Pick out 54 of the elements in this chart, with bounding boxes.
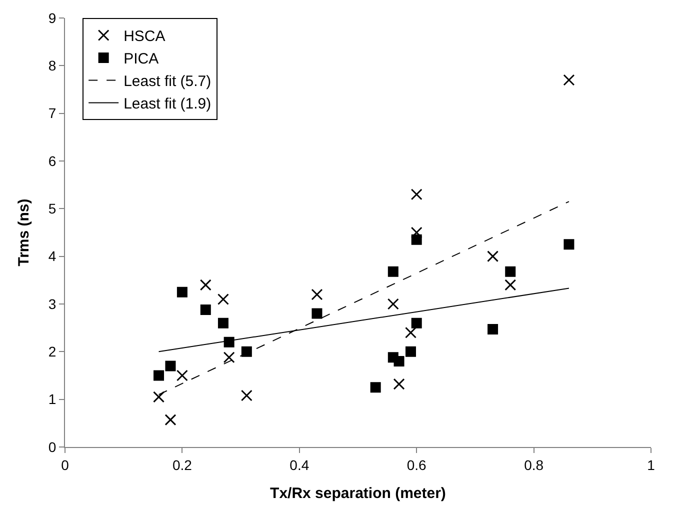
x-tick-label: 0.6 — [406, 456, 427, 473]
point — [504, 279, 516, 291]
point — [564, 239, 574, 250]
y-tick-label: 4 — [48, 248, 56, 264]
y-tick-label: 3 — [48, 296, 56, 312]
point — [488, 324, 498, 335]
point — [217, 293, 229, 305]
point — [224, 336, 234, 348]
point — [411, 234, 422, 245]
point — [410, 188, 422, 200]
point — [411, 318, 422, 328]
y-tick-label: 6 — [48, 152, 56, 169]
y-axis-title: Trms (ns) — [16, 198, 33, 266]
point — [200, 304, 211, 315]
y-tick-label: 2 — [48, 344, 56, 360]
x-tick-label: 0 — [61, 456, 70, 473]
point — [241, 346, 252, 357]
point — [312, 308, 322, 319]
y-tick-label: 8 — [48, 58, 56, 74]
point — [387, 298, 399, 310]
point — [176, 286, 188, 298]
x-tick-label: 0.4 — [290, 456, 310, 473]
x-tick-label: 0.2 — [172, 456, 192, 473]
point — [404, 326, 416, 338]
point — [200, 279, 212, 291]
legend-label: PICA — [124, 50, 159, 68]
point — [176, 370, 188, 382]
point — [223, 352, 235, 364]
y-tick-label: 9 — [48, 10, 56, 26]
point — [393, 378, 405, 390]
point — [505, 266, 516, 277]
point — [218, 318, 228, 328]
point — [164, 414, 176, 426]
legend-label: Least fit (1.9) — [124, 96, 212, 113]
y-tick-label: 7 — [48, 105, 56, 122]
y-tick-label: 5 — [48, 200, 56, 217]
point — [311, 288, 323, 300]
point — [394, 356, 404, 366]
x-tick-label: 1 — [647, 456, 656, 473]
point — [240, 390, 252, 402]
point — [487, 250, 499, 262]
point — [405, 346, 416, 357]
y-tick-label: 0 — [48, 438, 56, 455]
point — [388, 266, 398, 277]
y-tick-label: 1 — [48, 391, 56, 408]
point — [563, 74, 575, 86]
x-tick-label: 0.8 — [524, 456, 544, 473]
point — [153, 391, 165, 403]
legend-label: HSCA — [124, 28, 166, 46]
point — [370, 382, 381, 393]
legend-label: Least fit (5.7) — [124, 73, 212, 90]
x-axis-title: Tx/Rx separation (meter) — [270, 484, 446, 502]
point — [154, 370, 164, 381]
point — [165, 360, 176, 372]
